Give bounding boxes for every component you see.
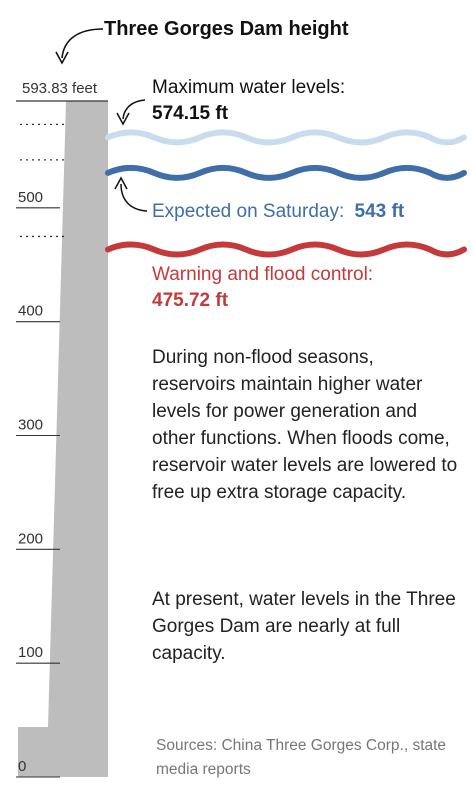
expected-level-label-text: Expected on Saturday: bbox=[152, 201, 344, 222]
y-tick-label: 500 bbox=[18, 189, 43, 206]
max-level-label: Maximum water levels: bbox=[152, 77, 345, 98]
expected-arrow-line bbox=[120, 183, 148, 212]
y-axis-ticks: 0 100 200 300 400 500 bbox=[16, 189, 60, 778]
water-level-wave bbox=[105, 129, 467, 146]
y-tick-label: 200 bbox=[18, 530, 43, 547]
title-arrow-head-icon bbox=[55, 51, 69, 65]
expected-arrow-head-icon bbox=[114, 176, 128, 190]
max-level-value: 574.15 ft bbox=[152, 103, 229, 124]
description-paragraph-1: During non-flood seasons, reservoirs mai… bbox=[152, 347, 458, 503]
sources-note: Sources: China Three Gorges Corp., state… bbox=[156, 737, 447, 778]
water-waves bbox=[105, 129, 467, 258]
max-level-arrow-head-icon bbox=[116, 112, 130, 126]
dam-height-label: 593.83 feet bbox=[22, 80, 98, 97]
level-markers bbox=[20, 123, 68, 238]
expected-level-label: Expected on Saturday: 543 ft bbox=[152, 201, 405, 222]
y-tick-label: 400 bbox=[18, 303, 43, 320]
title-arrow-line bbox=[61, 28, 104, 59]
y-tick-label: 300 bbox=[18, 416, 43, 433]
water-level-wave bbox=[105, 164, 467, 181]
warning-level-label: Warning and flood control: bbox=[152, 264, 373, 285]
dam-silhouette bbox=[18, 101, 108, 777]
chart-title: Three Gorges Dam height bbox=[104, 18, 349, 40]
expected-level-value: 543 ft bbox=[355, 201, 405, 222]
warning-level-value: 475.72 ft bbox=[152, 290, 229, 311]
y-tick-label: 0 bbox=[18, 758, 26, 775]
y-tick-label: 100 bbox=[18, 644, 43, 661]
water-level-wave bbox=[105, 241, 467, 258]
max-level-arrow-line bbox=[122, 99, 146, 120]
description-paragraph-2: At present, water levels in the Three Go… bbox=[152, 589, 456, 664]
